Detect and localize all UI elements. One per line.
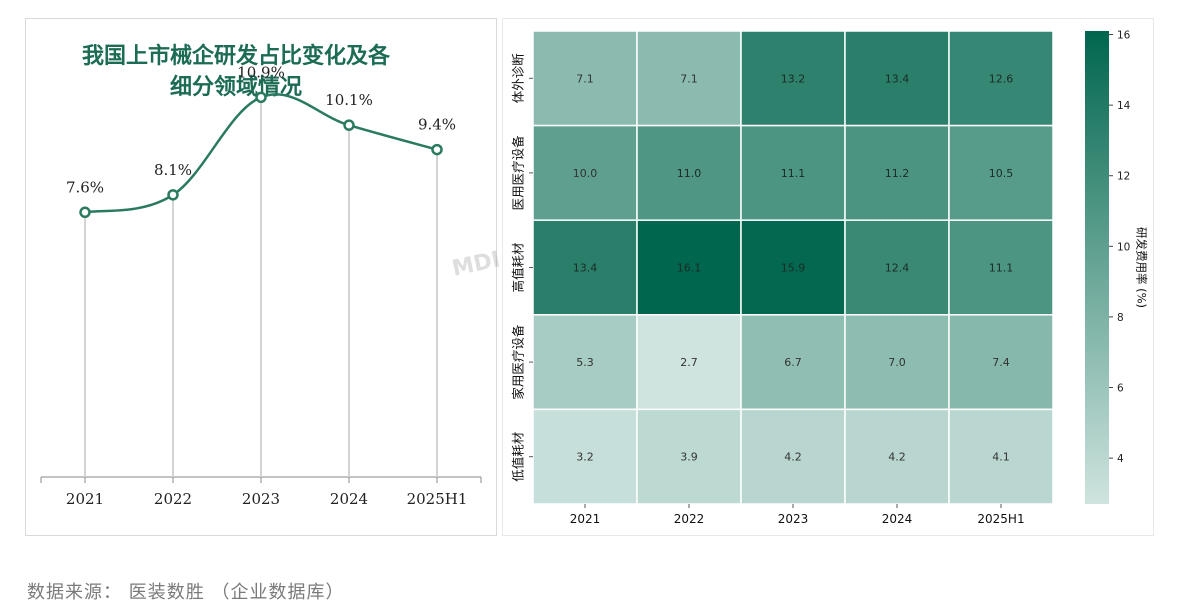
heatmap-cell	[740, 314, 846, 411]
y-tick-label: 医用医疗设备	[511, 135, 526, 211]
cell-label: 16.1	[677, 262, 702, 275]
data-point	[343, 119, 355, 131]
colorbar-tick-label: 16	[1117, 30, 1131, 42]
data-label: 7.6%	[66, 178, 104, 196]
cell-label: 7.1	[680, 72, 698, 85]
data-label: 10.9%	[237, 63, 285, 81]
cell-label: 4.2	[784, 451, 802, 464]
heatmap-cell	[532, 314, 638, 411]
cell-label: 3.9	[680, 451, 698, 464]
data-source-note: 数据来源： 医装数胜 （企业数据库）	[27, 582, 345, 603]
data-point	[79, 206, 91, 219]
y-tick-label: 高值耗材	[511, 242, 526, 292]
line-chart-panel: 我国上市械企研发占比变化及各 细分领域情况 2021 2022 2023 2024 20…	[25, 18, 497, 536]
heatmap-cell	[948, 408, 1054, 505]
heatmap-cell	[844, 124, 950, 221]
heatmap-chart: 7.1 7.1 13.2 13.4 12.6 10.0 11.0 11.1 11.2 10.5 13…	[511, 30, 1149, 526]
cell-label: 12.6	[989, 72, 1014, 85]
y-tick-label: 家用医疗设备	[511, 324, 526, 400]
colorbar-tick-label: 4	[1117, 453, 1124, 465]
heatmap-cell	[636, 314, 742, 411]
x-tick-label: 2021	[570, 512, 601, 526]
cell-label: 10.5	[989, 167, 1014, 180]
x-tick-label: 2022	[674, 512, 705, 526]
cell-label: 12.4	[885, 262, 910, 275]
x-tick-label: 2022	[154, 490, 192, 508]
cell-label: 5.3	[576, 356, 594, 369]
heatmap-panel: 7.1 7.1 13.2 13.4 12.6 10.0 11.0 11.1 11.2 10.5 13…	[502, 18, 1154, 536]
cell-label: 11.0	[677, 167, 702, 180]
heatmap-cell	[636, 219, 742, 316]
x-tick-label: 2025H1	[407, 490, 468, 508]
data-label: 10.1%	[325, 91, 373, 109]
cell-label: 4.2	[888, 451, 906, 464]
colorbar-label: 研发费用率 (%)	[1135, 227, 1149, 308]
colorbar-tick-label: 6	[1117, 383, 1124, 395]
cell-label: 10.0	[573, 167, 598, 180]
heatmap-cell	[740, 124, 846, 221]
cell-label: 4.1	[992, 451, 1010, 464]
chart-title-line-1: 我国上市械企研发占比变化及各	[81, 44, 390, 69]
heatmap-cell	[948, 124, 1054, 221]
line-chart: 2021 2022 2023 2024 2025H1 7.6% 8.1% 10.9% 10.1%…	[40, 63, 482, 508]
cell-label: 7.4	[992, 356, 1010, 369]
x-tick-label: 2023	[778, 512, 809, 526]
x-tick-label: 2025H1	[977, 512, 1024, 526]
heatmap-cell	[948, 219, 1054, 316]
colorbar-tick-label: 10	[1117, 241, 1130, 253]
x-tick-label: 2021	[66, 490, 104, 508]
heatmap-cell	[740, 219, 846, 316]
colorbar-tick-label: 8	[1117, 312, 1124, 324]
data-label: 9.4%	[418, 116, 456, 134]
x-tick-label: 2024	[330, 490, 368, 508]
colorbar-tick-label: 12	[1117, 171, 1130, 183]
cell-label: 7.1	[576, 72, 594, 85]
cell-label: 7.0	[888, 356, 906, 369]
heatmap-cell	[948, 314, 1054, 411]
cell-label: 13.4	[573, 262, 598, 275]
x-tick-label: 2023	[242, 490, 280, 508]
heatmap-cell	[532, 219, 638, 316]
chart-title: 我国上市械企研发占比变化及各 细分领域情况	[26, 41, 446, 103]
cell-label: 11.1	[989, 262, 1014, 275]
data-label: 8.1%	[154, 161, 192, 179]
heatmap-cell	[844, 314, 950, 411]
colorbar-tick-label: 14	[1117, 100, 1131, 112]
cell-label: 11.2	[885, 167, 910, 180]
cell-label: 13.2	[781, 72, 806, 85]
cell-label: 11.1	[781, 167, 806, 180]
cell-label: 2.7	[680, 356, 698, 369]
colorbar	[1085, 31, 1109, 504]
data-point	[255, 91, 267, 104]
data-point	[167, 189, 179, 201]
cell-label: 3.2	[576, 451, 594, 464]
y-tick-label: 体外诊断	[511, 53, 526, 103]
y-tick-label: 低值耗材	[511, 432, 526, 482]
cell-label: 15.9	[781, 262, 806, 275]
heatmap-cell	[948, 30, 1054, 127]
cell-label: 13.4	[885, 72, 910, 85]
heatmap-cell	[740, 30, 846, 127]
heatmap-cell	[636, 30, 742, 127]
cell-label: 6.7	[784, 356, 802, 369]
x-tick-label: 2024	[882, 512, 913, 526]
heatmap-cell	[844, 219, 950, 316]
data-point	[431, 143, 443, 156]
